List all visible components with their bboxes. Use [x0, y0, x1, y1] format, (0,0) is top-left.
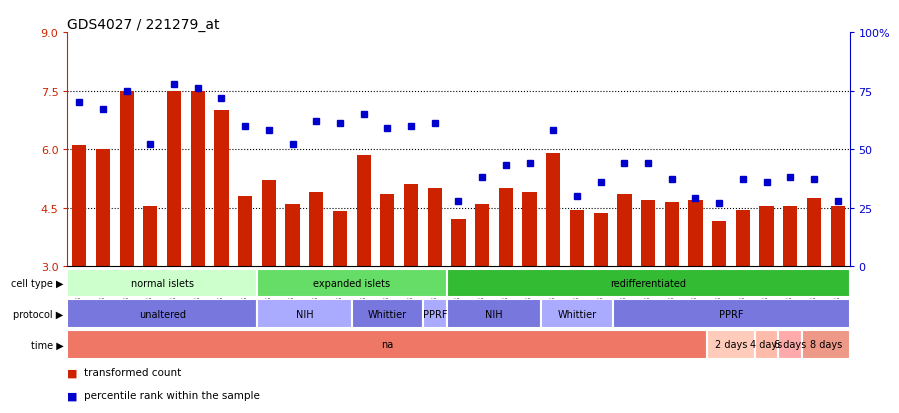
Bar [67, 269, 257, 298]
Bar [257, 269, 447, 298]
Bar [214, 111, 228, 266]
Text: percentile rank within the sample: percentile rank within the sample [84, 390, 260, 400]
Bar [735, 210, 750, 266]
Bar [641, 200, 655, 266]
Bar [286, 204, 299, 266]
Text: 2 days: 2 days [715, 339, 747, 349]
Bar [475, 204, 489, 266]
Bar [167, 91, 182, 266]
Bar [333, 212, 347, 266]
Bar [428, 189, 442, 266]
Bar [760, 206, 774, 266]
Bar [831, 206, 845, 266]
Text: na: na [381, 339, 394, 349]
Text: PPRF: PPRF [423, 309, 447, 319]
Bar [541, 299, 612, 328]
Bar [96, 150, 110, 266]
Text: Whittier: Whittier [368, 309, 407, 319]
Bar [143, 206, 157, 266]
Text: PPRF: PPRF [719, 309, 743, 319]
Text: 4 days: 4 days [751, 339, 783, 349]
Bar [257, 299, 352, 328]
Text: 6 days: 6 days [774, 339, 806, 349]
Bar [664, 202, 679, 266]
Bar [309, 192, 324, 266]
Bar [67, 299, 257, 328]
Text: NIH: NIH [485, 309, 503, 319]
Bar [755, 330, 779, 359]
Bar [570, 210, 584, 266]
Bar [612, 299, 850, 328]
Bar [191, 91, 205, 266]
Bar [783, 206, 797, 266]
Bar [522, 192, 537, 266]
Bar [802, 330, 850, 359]
Text: time ▶: time ▶ [31, 339, 64, 349]
Bar [712, 222, 726, 266]
Text: unaltered: unaltered [138, 309, 186, 319]
Text: cell type ▶: cell type ▶ [11, 278, 64, 288]
Bar [262, 181, 276, 266]
Bar [708, 330, 755, 359]
Bar [72, 146, 86, 266]
Bar [238, 197, 253, 266]
Bar [547, 154, 560, 266]
Text: normal islets: normal islets [130, 278, 193, 288]
Bar [447, 299, 541, 328]
Bar [447, 269, 850, 298]
Text: 8 days: 8 days [810, 339, 842, 349]
Bar [120, 91, 134, 266]
Text: GDS4027 / 221279_at: GDS4027 / 221279_at [67, 18, 219, 32]
Bar [618, 195, 631, 266]
Bar [357, 156, 370, 266]
Bar [499, 189, 513, 266]
Bar [67, 330, 708, 359]
Text: Whittier: Whittier [557, 309, 597, 319]
Bar [689, 200, 703, 266]
Bar [593, 214, 608, 266]
Bar [404, 185, 418, 266]
Text: ■: ■ [67, 390, 78, 400]
Text: protocol ▶: protocol ▶ [13, 309, 64, 319]
Text: transformed count: transformed count [84, 368, 181, 377]
Bar [380, 195, 395, 266]
Bar [352, 299, 423, 328]
Bar [779, 330, 802, 359]
Bar [423, 299, 447, 328]
Text: ■: ■ [67, 368, 78, 377]
Bar [451, 220, 466, 266]
Text: NIH: NIH [296, 309, 313, 319]
Bar [807, 198, 821, 266]
Text: expanded islets: expanded islets [313, 278, 390, 288]
Text: redifferentiated: redifferentiated [610, 278, 686, 288]
